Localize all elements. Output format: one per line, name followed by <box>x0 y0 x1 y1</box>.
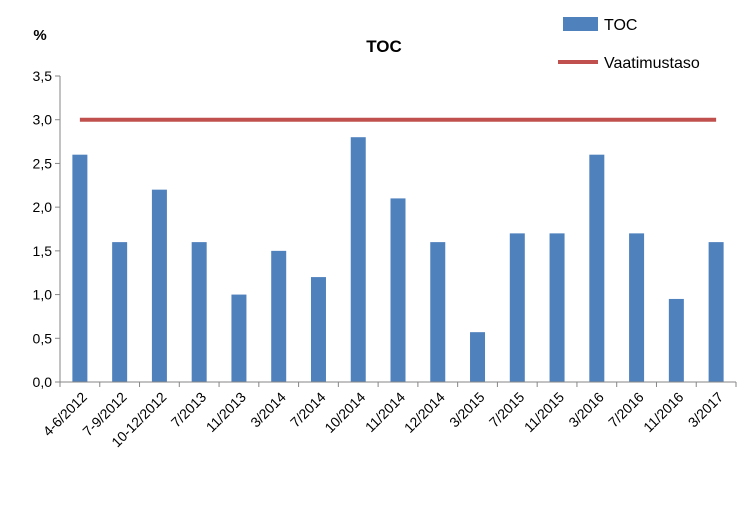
y-tick-label: 3,0 <box>33 112 53 128</box>
bar-10/2014 <box>350 137 366 382</box>
legend-swatch-toc <box>563 17 598 31</box>
bar-7-9/2012 <box>112 242 128 382</box>
x-tick-label: 3/2015 <box>446 389 488 431</box>
x-tick-label: 3/2017 <box>685 389 727 431</box>
chart-title: TOC <box>366 37 402 56</box>
bar-4-6/2012 <box>72 154 88 382</box>
bar-3/2015 <box>470 332 486 382</box>
x-tick-label: 11/2013 <box>203 389 250 436</box>
axes <box>55 75 737 387</box>
x-tick-label: 3/2014 <box>247 389 289 431</box>
bar-7/2016 <box>629 233 645 382</box>
x-tick-label: 11/2016 <box>640 389 687 436</box>
legend-label-toc: TOC <box>604 17 637 34</box>
y-tick-label: 3,5 <box>33 68 53 84</box>
y-tick-label: 0,0 <box>33 374 53 390</box>
x-tick-label: 3/2016 <box>565 389 607 431</box>
x-tick-label: 12/2014 <box>401 389 448 436</box>
bar-11/2013 <box>231 294 247 382</box>
bar-10-12/2012 <box>151 189 167 382</box>
bar-3/2014 <box>271 250 287 382</box>
toc-bars <box>72 137 724 382</box>
bar-7/2014 <box>310 277 326 382</box>
x-tick-label: 11/2014 <box>362 389 409 436</box>
y-tick-label: 0,5 <box>33 330 53 346</box>
legend-label-vaatimustaso: Vaatimustaso <box>604 55 700 72</box>
bar-7/2015 <box>509 233 525 382</box>
y-axis-ticks: 0,0 0,5 1,0 1,5 2,0 2,5 3,0 3,5 <box>33 68 53 390</box>
legend: TOC Vaatimustaso <box>558 17 700 72</box>
bar-11/2014 <box>390 198 406 382</box>
y-tick-label: 2,5 <box>33 155 53 171</box>
y-tick-label: 2,0 <box>33 199 53 215</box>
bar-11/2016 <box>668 298 684 382</box>
bar-12/2014 <box>430 242 446 382</box>
y-tick-label: 1,0 <box>33 287 53 303</box>
x-tick-label: 10/2014 <box>321 389 368 436</box>
y-axis-unit: % <box>33 27 46 44</box>
bar-3/2017 <box>708 242 724 382</box>
x-tick-label: 11/2015 <box>521 389 568 436</box>
bar-11/2015 <box>549 233 565 382</box>
bar-3/2016 <box>589 154 605 382</box>
x-axis-ticks: 4-6/20127-9/201210-12/20127/201311/20133… <box>40 389 727 451</box>
y-tick-label: 1,5 <box>33 243 53 259</box>
bar-7/2013 <box>191 242 207 382</box>
